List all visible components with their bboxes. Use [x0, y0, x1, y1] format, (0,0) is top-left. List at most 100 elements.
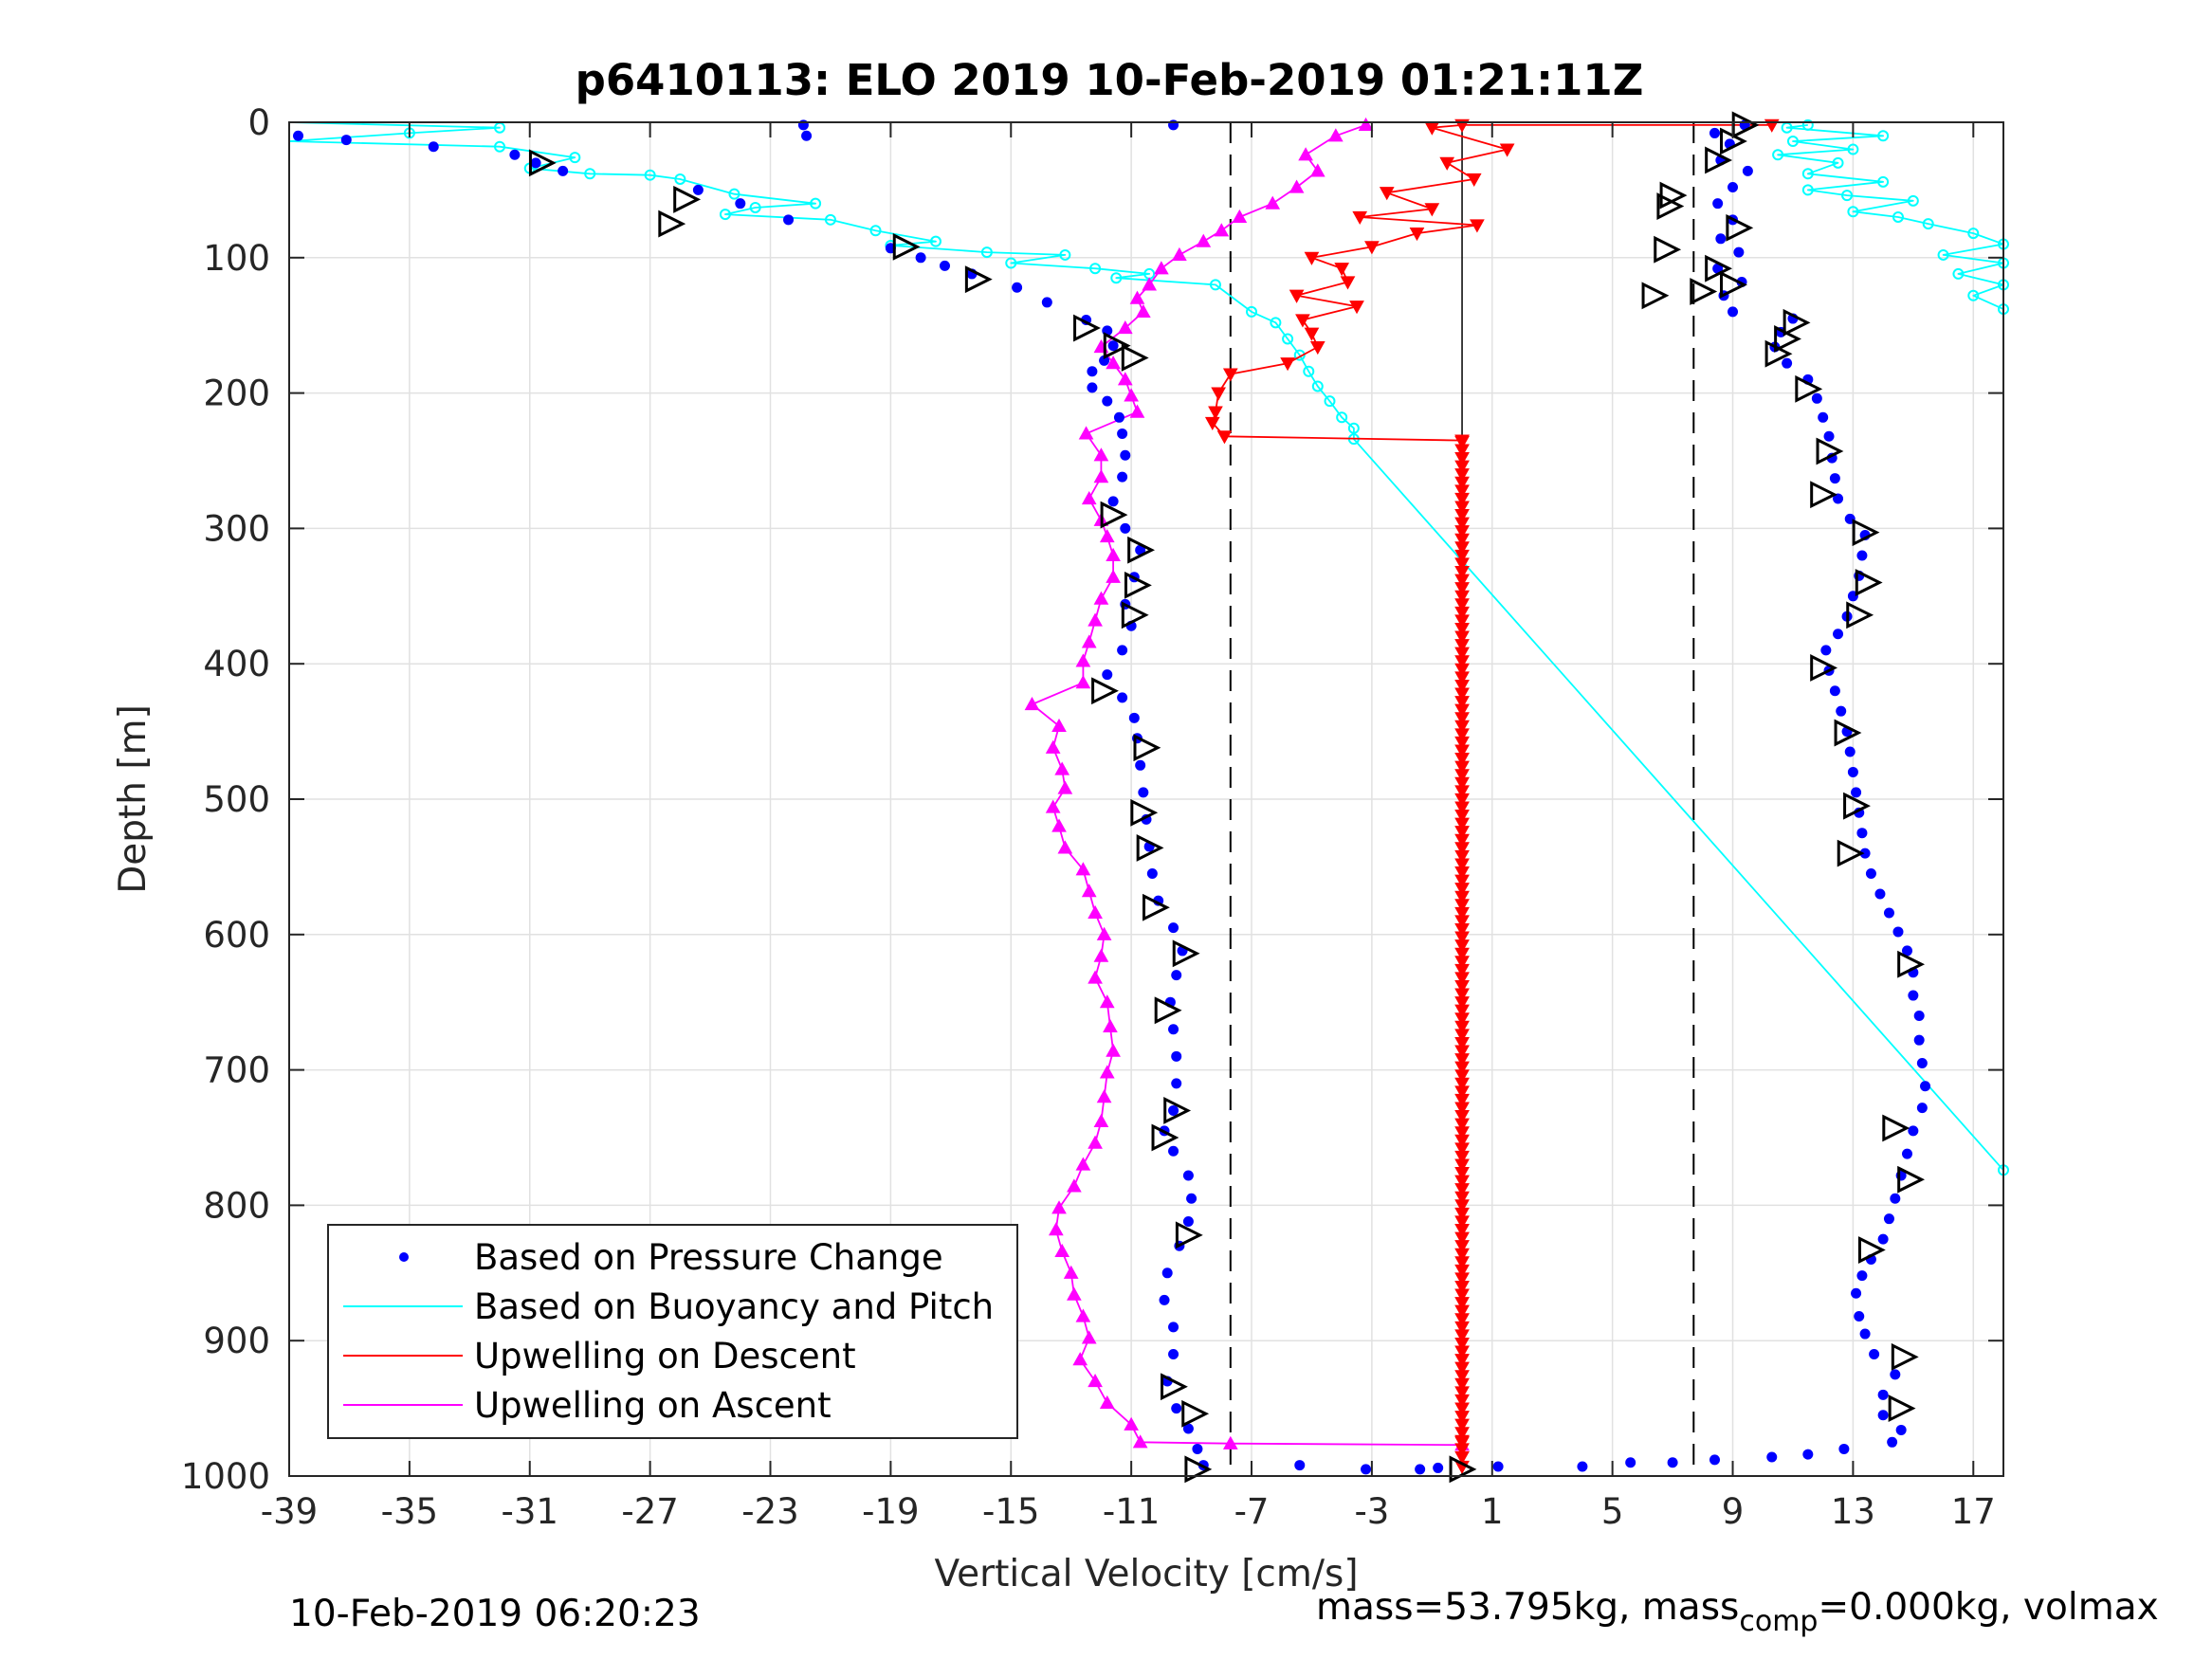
upwelling-descent-column-point [1454, 826, 1470, 840]
pressure-descent-point [783, 214, 795, 226]
pressure-descent-point [1186, 1193, 1197, 1204]
buoyancy-descent-point [1110, 272, 1123, 284]
x-tick-label: 13 [1831, 1491, 1875, 1532]
upwelling-descent-point [1222, 368, 1238, 382]
pressure-descent-point [1168, 1024, 1179, 1035]
pressure-ascent-point [1859, 1328, 1871, 1340]
buoyancy-descent-point [584, 168, 596, 180]
pressure-ascent-point [1877, 1389, 1889, 1400]
upwelling-ascent-point [1045, 799, 1061, 813]
footer-mass-subscript: comp [1739, 1605, 1818, 1638]
upwelling-ascent-point [1051, 718, 1067, 732]
profile-marker [1720, 270, 1747, 299]
buoyancy-ascent-point [1892, 210, 1904, 223]
pressure-ascent-point [1877, 1410, 1889, 1421]
upwelling-descent-column-point [1454, 996, 1470, 1011]
y-tick-label: 100 [203, 238, 270, 279]
upwelling-descent-column-point [1454, 622, 1470, 637]
pressure-ascent-point [1844, 746, 1856, 757]
upwelling-descent-column-point [1454, 1394, 1470, 1409]
upwelling-ascent-point [1103, 1018, 1118, 1033]
pressure-ascent-point [1625, 1457, 1636, 1468]
upwelling-ascent-point [1124, 388, 1139, 402]
upwelling-descent-column-point [1454, 1264, 1470, 1278]
x-tick-label: -27 [621, 1491, 678, 1532]
pressure-ascent-point [1811, 392, 1822, 404]
pressure-ascent-point [1829, 685, 1840, 697]
upwelling-ascent-point [1045, 739, 1061, 754]
x-tick-label: -7 [1234, 1491, 1270, 1532]
pressure-ascent-point [1913, 1010, 1925, 1021]
pressure-descent-point [1138, 787, 1149, 798]
buoyancy-ascent-point [1952, 267, 1965, 280]
upwelling-descent-column-point [1454, 703, 1470, 718]
pressure-ascent-point [1851, 1287, 1862, 1299]
upwelling-descent-column-point [1454, 476, 1470, 490]
profile-marker [1121, 344, 1149, 372]
upwelling-descent-column-point [1454, 712, 1470, 726]
buoyancy-descent-point [869, 225, 882, 237]
upwelling-ascent-point [1088, 1135, 1103, 1149]
buoyancy-ascent-point [1967, 289, 1980, 301]
upwelling-descent-column-point [1454, 1224, 1470, 1238]
upwelling-ascent-point [1075, 653, 1091, 667]
upwelling-descent-column-point [1454, 810, 1470, 824]
pressure-descent-point [1146, 868, 1158, 880]
y-tick-label: 900 [203, 1321, 270, 1361]
upwelling-descent-column-point [1454, 1029, 1470, 1043]
buoyancy-ascent-point [1967, 228, 1980, 240]
upwelling-descent-point [1295, 314, 1310, 328]
profile-marker [1154, 996, 1182, 1025]
y-axis-label: Depth [m] [112, 704, 155, 894]
upwelling-ascent-point [1072, 1352, 1088, 1366]
upwelling-descent-column-point [1454, 1183, 1470, 1197]
upwelling-descent-column-point [1454, 452, 1470, 466]
upwelling-ascent-point [1135, 303, 1151, 319]
profile-marker [1181, 1399, 1210, 1428]
pressure-descent-point [428, 141, 439, 153]
pressure-descent-point [692, 184, 704, 195]
upwelling-descent-column-point [1454, 1191, 1470, 1205]
upwelling-descent-column-point [1454, 931, 1470, 945]
upwelling-descent-column-point [1454, 1142, 1470, 1157]
upwelling-ascent-point [1075, 675, 1091, 689]
profile-marker [658, 210, 686, 238]
x-tick-label: -31 [502, 1491, 558, 1532]
upwelling-descent-column-point [1454, 1248, 1470, 1262]
upwelling-ascent-point [1024, 697, 1040, 711]
upwelling-descent-column-point [1454, 671, 1470, 685]
upwelling-descent-column-point [1454, 849, 1470, 865]
profile-marker [1810, 481, 1838, 509]
pressure-ascent-point [1877, 1233, 1889, 1245]
pressure-ascent-point [1712, 263, 1724, 274]
pressure-ascent-point [1766, 1451, 1778, 1463]
upwelling-ascent-point [1051, 1200, 1067, 1214]
upwelling-ascent-point [1051, 818, 1067, 832]
upwelling-descent-column-point [1454, 655, 1470, 669]
profile-marker [1690, 278, 1718, 305]
buoyancy-descent-point [674, 173, 686, 185]
pressure-descent-point [1041, 297, 1052, 308]
profile-marker [1449, 1455, 1477, 1484]
profile-marker [1073, 314, 1101, 342]
y-tick-label: 200 [203, 374, 270, 414]
buoyancy-ascent-point [1847, 206, 1859, 218]
pressure-descent-point [530, 157, 541, 169]
upwelling-descent-column-point [1454, 1288, 1470, 1303]
upwelling-descent-column-point [1454, 1370, 1470, 1384]
upwelling-descent-column-point [1454, 1199, 1470, 1213]
buoyancy-ascent-point [1801, 118, 1814, 131]
upwelling-ascent-point [1048, 1222, 1064, 1236]
profile-marker [964, 265, 993, 294]
pressure-ascent-point [1887, 1436, 1898, 1448]
buoyancy-ascent-point [1937, 248, 1949, 261]
profile-marker [892, 232, 921, 261]
upwelling-descent-column-point [1454, 541, 1470, 556]
pressure-ascent-point [1892, 926, 1904, 938]
profile-marker [1151, 1123, 1179, 1152]
upwelling-descent-point [1499, 143, 1515, 157]
upwelling-descent-column-point [1454, 1061, 1470, 1075]
upwelling-descent-column-point [1454, 647, 1470, 661]
pressure-ascent-point [1782, 357, 1793, 369]
